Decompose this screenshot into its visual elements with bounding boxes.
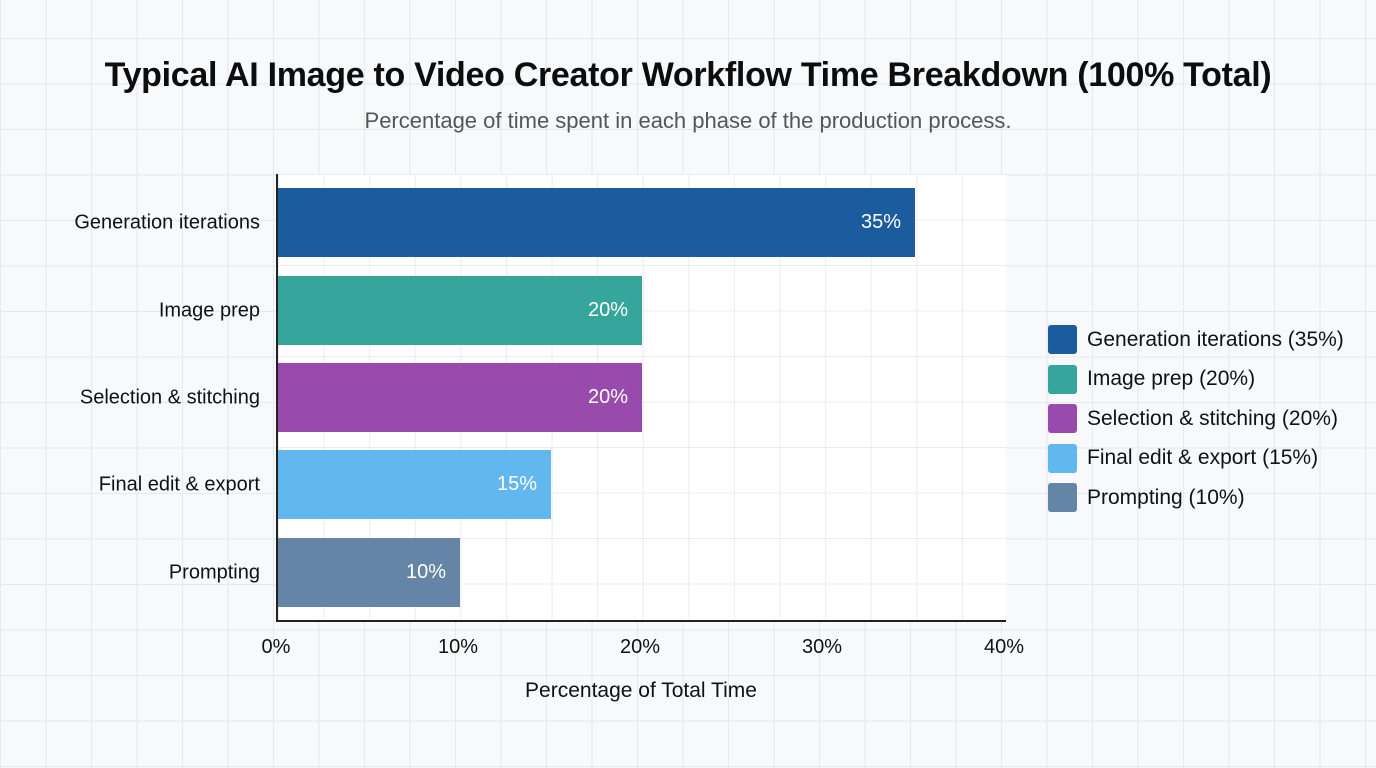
legend-label: Selection & stitching (20%) — [1087, 406, 1338, 430]
category-label: Prompting — [168, 561, 260, 584]
legend-item: Final edit & export (15%) — [1048, 439, 1344, 479]
bar-value-label: 10% — [405, 561, 446, 583]
legend-label: Generation iterations (35%) — [1087, 327, 1344, 351]
plot-area: 35% 20% 20% 15% 10% — [276, 174, 1006, 622]
chart-subtitle: Percentage of time spent in each phase o… — [364, 108, 1012, 133]
x-tick-label: 10% — [437, 636, 479, 658]
chart-title: Typical AI Image to Video Creator Workfl… — [104, 56, 1272, 94]
legend-swatch-icon — [1048, 404, 1077, 434]
legend-label: Image prep (20%) — [1087, 367, 1256, 391]
legend: Generation iterations (35%) Image prep (2… — [1048, 320, 1344, 518]
x-axis-label: Percentage of Total Time — [525, 679, 757, 702]
legend-swatch-icon — [1048, 325, 1077, 355]
x-tick-label: 30% — [801, 636, 843, 658]
bar-value-label: 35% — [860, 211, 901, 233]
legend-swatch-icon — [1048, 483, 1077, 513]
category-label: Generation iterations — [74, 211, 260, 234]
x-tick-label: 0% — [261, 636, 291, 658]
bar-value-label: 15% — [496, 473, 537, 495]
category-label: Final edit & export — [98, 473, 260, 496]
bar-selection-stitching: 20% — [278, 363, 642, 432]
legend-item: Prompting (10%) — [1048, 478, 1344, 518]
legend-swatch-icon — [1048, 443, 1077, 473]
bar-value-label: 20% — [587, 299, 628, 321]
bar-value-label: 20% — [587, 386, 628, 408]
legend-item: Selection & stitching (20%) — [1048, 399, 1344, 439]
category-label: Selection & stitching — [79, 386, 260, 409]
legend-label: Final edit & export (15%) — [1087, 446, 1319, 470]
x-tick-label: 20% — [619, 636, 661, 658]
legend-item: Image prep (20%) — [1048, 360, 1344, 400]
bar-final-edit-export: 15% — [278, 450, 551, 519]
x-tick-label: 40% — [983, 636, 1025, 658]
legend-swatch-icon — [1048, 364, 1077, 394]
bar-generation-iterations: 35% — [278, 188, 915, 257]
category-label: Image prep — [158, 299, 260, 322]
legend-label: Prompting (10%) — [1087, 485, 1245, 509]
bar-prompting: 10% — [278, 538, 460, 607]
legend-item: Generation iterations (35%) — [1048, 320, 1344, 360]
bar-image-prep: 20% — [278, 276, 642, 345]
